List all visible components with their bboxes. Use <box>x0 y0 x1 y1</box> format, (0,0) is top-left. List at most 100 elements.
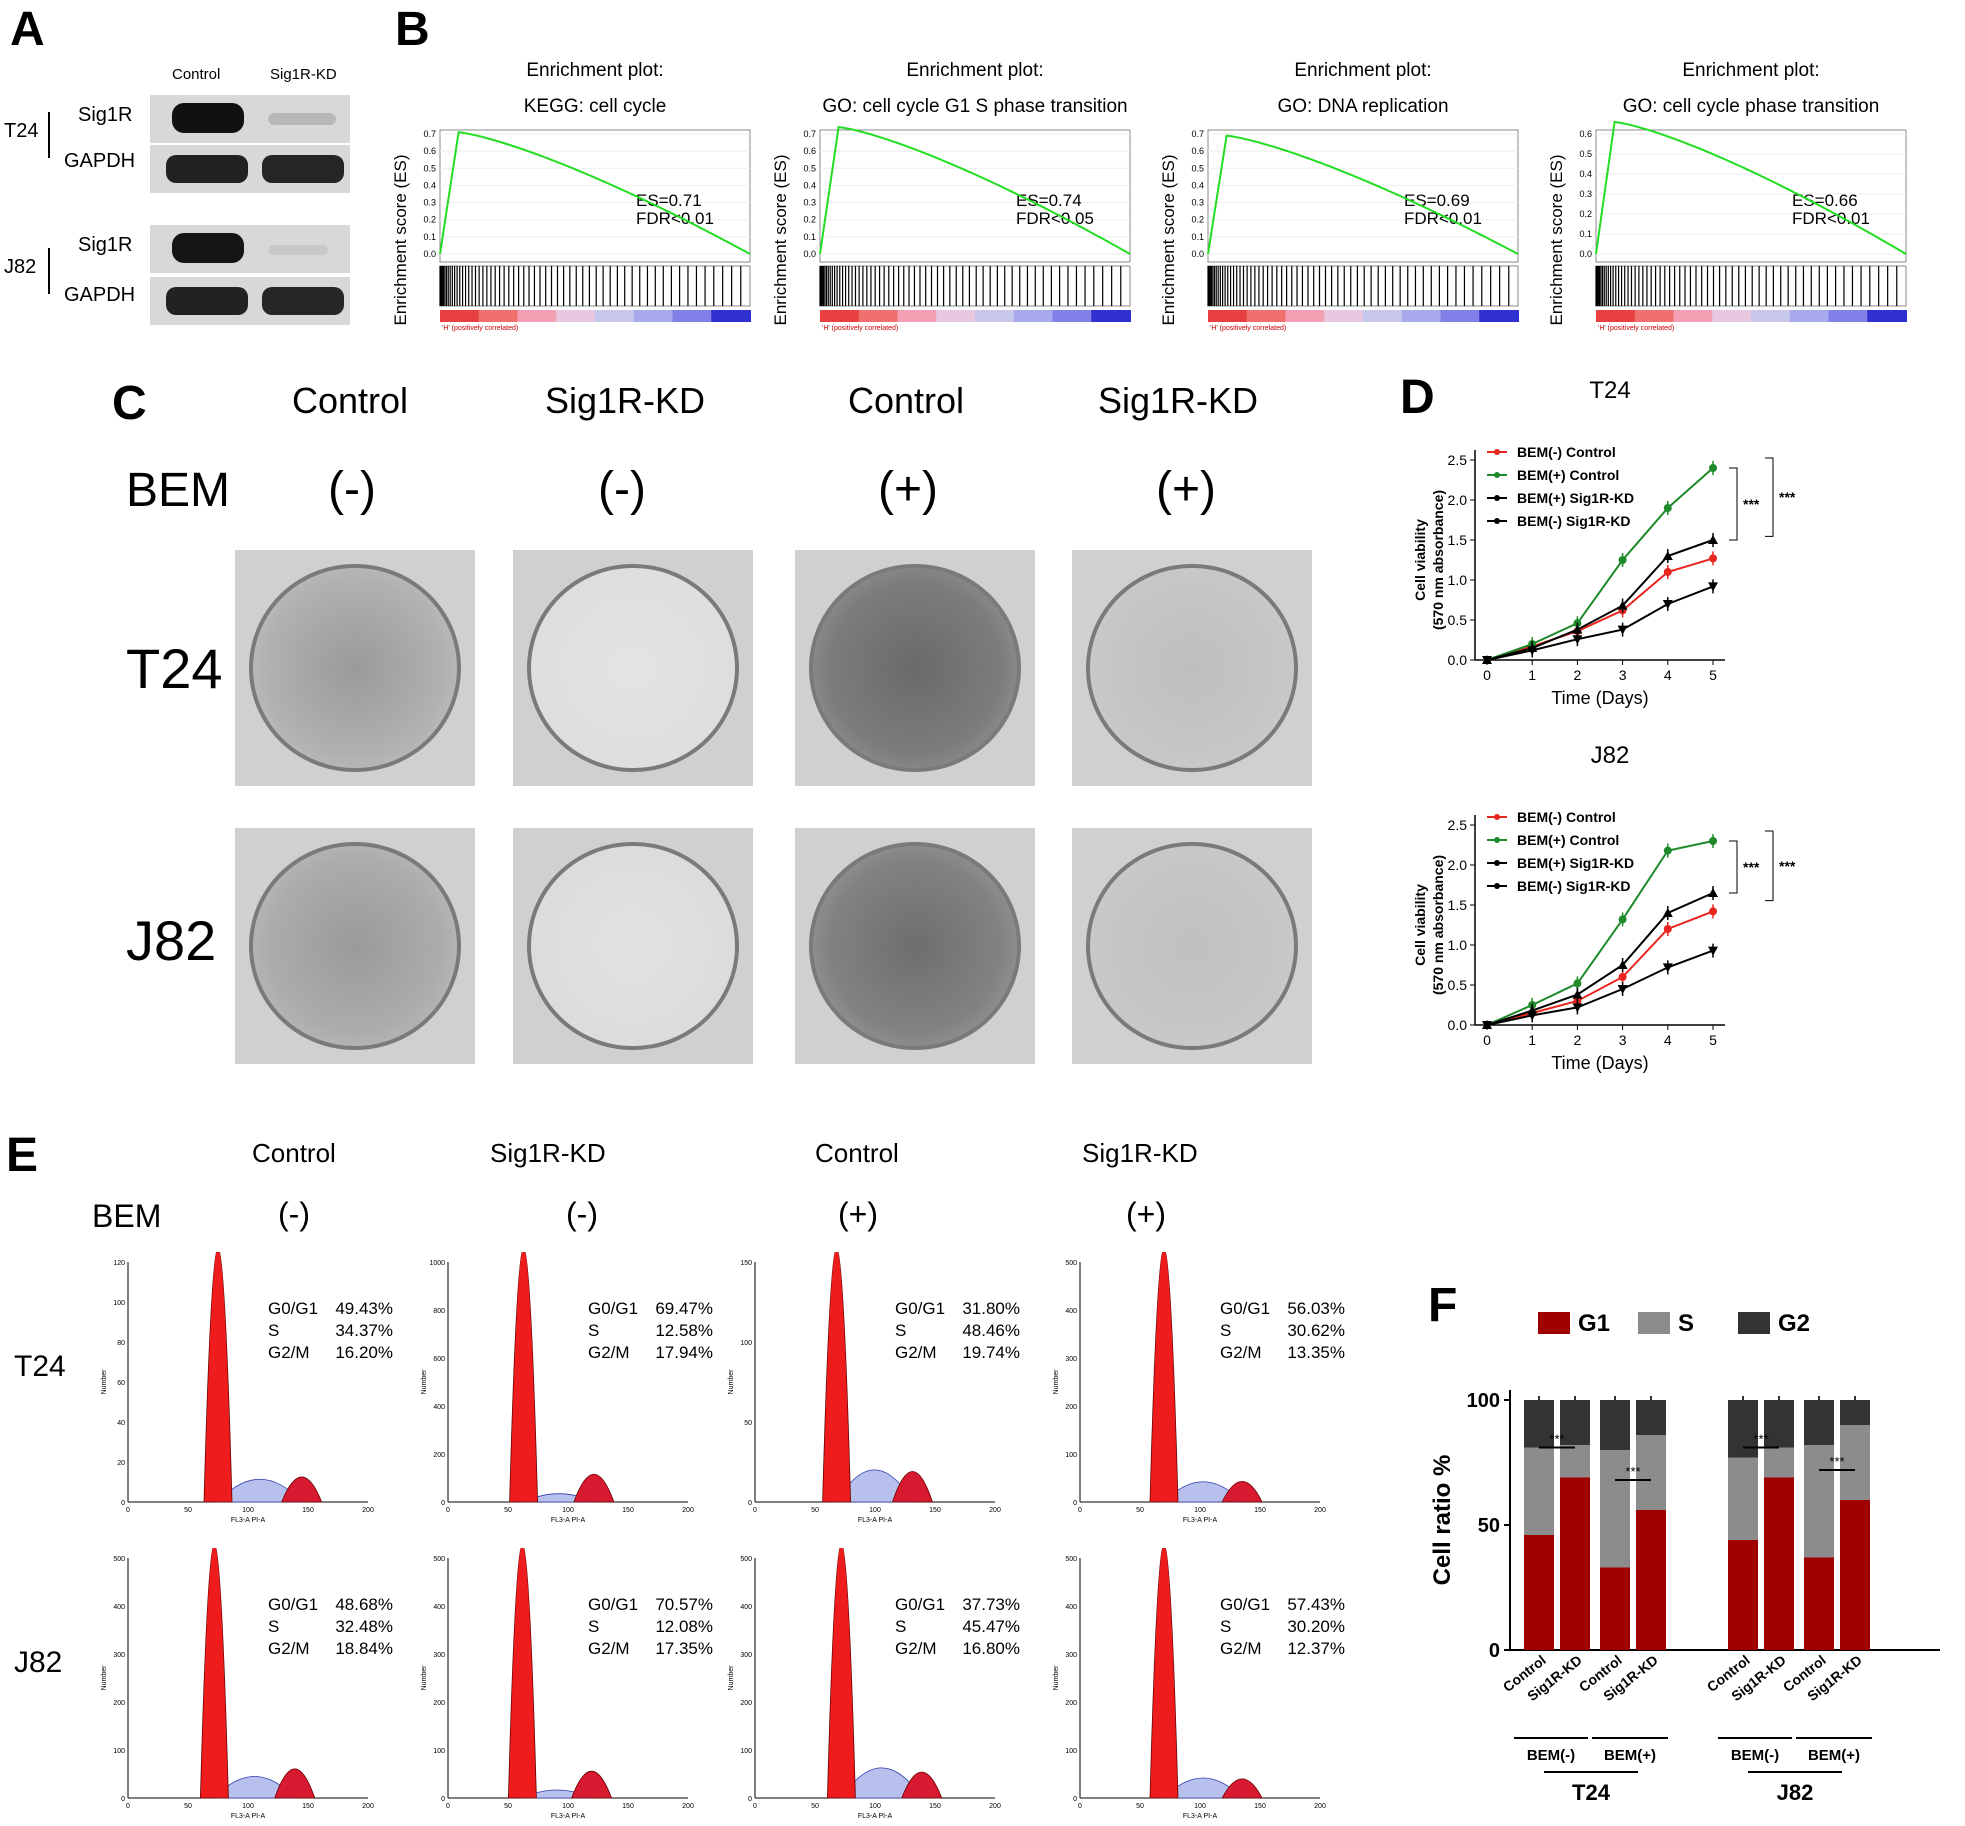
x-axis-label: Time (Days) <box>1551 1053 1648 1073</box>
gsea-rank-gradient-segment <box>1867 310 1907 322</box>
flow-histogram: 0 100 200 300 400 500 0 50 100 150 200 FL3-A PI-A Nu… <box>1053 1252 1345 1522</box>
group-label: BEM(-) <box>1527 1747 1575 1764</box>
flow-phase-label: G0/G1 <box>895 1299 945 1318</box>
gsea-ylabel: Enrichment score (ES) <box>1160 155 1178 326</box>
flow-x-tick-label: 200 <box>1314 1507 1326 1514</box>
x-axis-label: Time (Days) <box>1551 688 1648 708</box>
flow-col-label-4: Sig1R-KD <box>1082 1138 1198 1168</box>
gsea-ytick-label: 0.6 <box>1191 146 1204 156</box>
flow-phase-label: G0/G1 <box>895 1595 945 1614</box>
gsea-correlation-label: 'H' (positively correlated) <box>1210 325 1286 332</box>
gsea-ytick-label: 0.6 <box>423 146 436 156</box>
colony-dish-t24-control-bem-minus <box>235 550 475 786</box>
flow-row-label-t24: T24 <box>14 1350 66 1383</box>
group-label: BEM(+) <box>1808 1747 1860 1764</box>
stacked-bar-segment <box>1636 1400 1666 1435</box>
flow-phase-label: G2/M <box>268 1343 310 1362</box>
significance-label: *** <box>1779 489 1796 505</box>
clone-bem-value-1: (-) <box>328 463 376 516</box>
gsea-ytick-label: 0.7 <box>423 129 436 139</box>
gsea-plot-2: Enrichment plot: GO: cell cycle G1 S phas… <box>772 60 1131 332</box>
gsea-rank-gradient-segment <box>1246 310 1287 322</box>
legend-label: BEM(-) Control <box>1517 809 1616 825</box>
data-point <box>1572 624 1583 634</box>
flow-g1-peak <box>509 1252 539 1503</box>
y-tick-label: 0.5 <box>1448 977 1468 993</box>
x-tick-label: 2 <box>1574 667 1582 683</box>
stacked-bar-segment <box>1728 1457 1758 1540</box>
flow-phase-label: G2/M <box>895 1343 937 1362</box>
flow-phase-percent: 16.20% <box>335 1343 393 1362</box>
clone-col-label-3: Control <box>848 380 965 421</box>
flow-phase-percent: 16.80% <box>962 1639 1020 1658</box>
data-point <box>1618 556 1627 564</box>
flow-histogram: 0 100 200 300 400 500 0 50 100 150 200 FL3-A PI-A Nu… <box>1053 1548 1345 1818</box>
flow-y-tick-label: 150 <box>740 1260 752 1267</box>
blot-band-label-sig1r-t24: Sig1R <box>78 104 133 126</box>
gsea-rank-gradient-segment <box>1324 310 1364 322</box>
flow-phase-percent: 18.84% <box>335 1639 393 1658</box>
flow-x-tick-label: 200 <box>989 1507 1001 1514</box>
data-point <box>1663 925 1672 933</box>
data-point <box>1662 600 1673 609</box>
gsea-plot-frame <box>439 129 751 263</box>
gsea-title-line1: Enrichment plot: <box>1682 60 1819 81</box>
flow-x-tick-label: 150 <box>302 1803 314 1810</box>
flow-y-tick-label: 50 <box>744 1420 752 1427</box>
flow-y-tick-label: 0 <box>121 1500 125 1507</box>
gsea-rank-gradient-segment <box>1208 310 1248 322</box>
flow-x-tick-label: 0 <box>446 1803 450 1810</box>
y-tick-label: 2.0 <box>1448 492 1468 508</box>
data-point <box>1709 907 1717 916</box>
stacked-bar-segment <box>1524 1447 1554 1535</box>
flow-y-tick-label: 500 <box>1065 1556 1077 1563</box>
flow-phase-percent: 19.74% <box>962 1343 1020 1362</box>
flow-g1-peak <box>199 1548 229 1799</box>
gsea-title-line2: GO: DNA replication <box>1277 96 1448 117</box>
stacked-bar-segment <box>1840 1400 1870 1425</box>
flow-x-tick-label: 0 <box>446 1507 450 1514</box>
gsea-ytick-label: 0.0 <box>1191 249 1204 259</box>
flow-phase-label: G2/M <box>588 1639 630 1658</box>
gsea-rank-gradient-segment <box>633 310 674 322</box>
flow-x-tick-label: 50 <box>811 1803 819 1810</box>
gsea-fdr-value: FDR<0.01 <box>636 209 714 228</box>
colony-dish-j82-kd-bem-minus <box>513 828 753 1064</box>
flow-x-tick-label: 200 <box>1314 1803 1326 1810</box>
significance-label: *** <box>1549 1432 1564 1447</box>
legend-label: BEM(+) Control <box>1517 467 1619 483</box>
flow-x-tick-label: 200 <box>989 1803 1001 1810</box>
legend-swatch <box>1538 1312 1570 1334</box>
flow-phase-label: G0/G1 <box>268 1595 318 1614</box>
flow-y-tick-label: 400 <box>1065 1308 1077 1315</box>
flow-x-tick-label: 150 <box>1254 1507 1266 1514</box>
gsea-rank-gradient-segment <box>1596 310 1636 322</box>
flow-phase-label: S <box>1220 1617 1231 1636</box>
colony-dish-t24-kd-bem-plus <box>1072 550 1312 786</box>
data-point <box>1527 1011 1538 1021</box>
gsea-ytick-label: 0.7 <box>803 129 816 139</box>
legend-label: BEM(+) Sig1R-KD <box>1517 490 1634 506</box>
line-chart-title: T24 <box>1589 377 1630 404</box>
gsea-enrichment-curve <box>439 131 751 255</box>
gsea-plot-frame <box>1595 129 1907 263</box>
gsea-rank-gradient-segment <box>1091 310 1131 322</box>
gsea-title-line1: Enrichment plot: <box>526 60 663 81</box>
gsea-title-line2: GO: cell cycle phase transition <box>1623 96 1880 117</box>
flow-y-tick-label: 800 <box>433 1308 445 1315</box>
data-point <box>1617 625 1628 635</box>
flow-phase-percent: 30.20% <box>1287 1617 1345 1636</box>
stacked-bar-segment <box>1840 1425 1870 1500</box>
significance-label: *** <box>1829 1454 1844 1469</box>
x-tick-label: 5 <box>1709 1032 1717 1048</box>
gsea-ytick-label: 0.3 <box>803 198 816 208</box>
flow-x-tick-label: 50 <box>504 1803 512 1810</box>
blot-row-gapdh-j82 <box>150 277 350 325</box>
flow-g1-peak <box>507 1548 537 1799</box>
flow-g2-peak <box>1221 1778 1263 1799</box>
panel-label-e: E <box>6 1129 39 1182</box>
panel-label-c: C <box>112 377 147 430</box>
flow-g1-peak <box>826 1548 856 1799</box>
x-tick-label: 4 <box>1664 1032 1672 1048</box>
flow-bem-value-3: (+) <box>838 1196 878 1232</box>
